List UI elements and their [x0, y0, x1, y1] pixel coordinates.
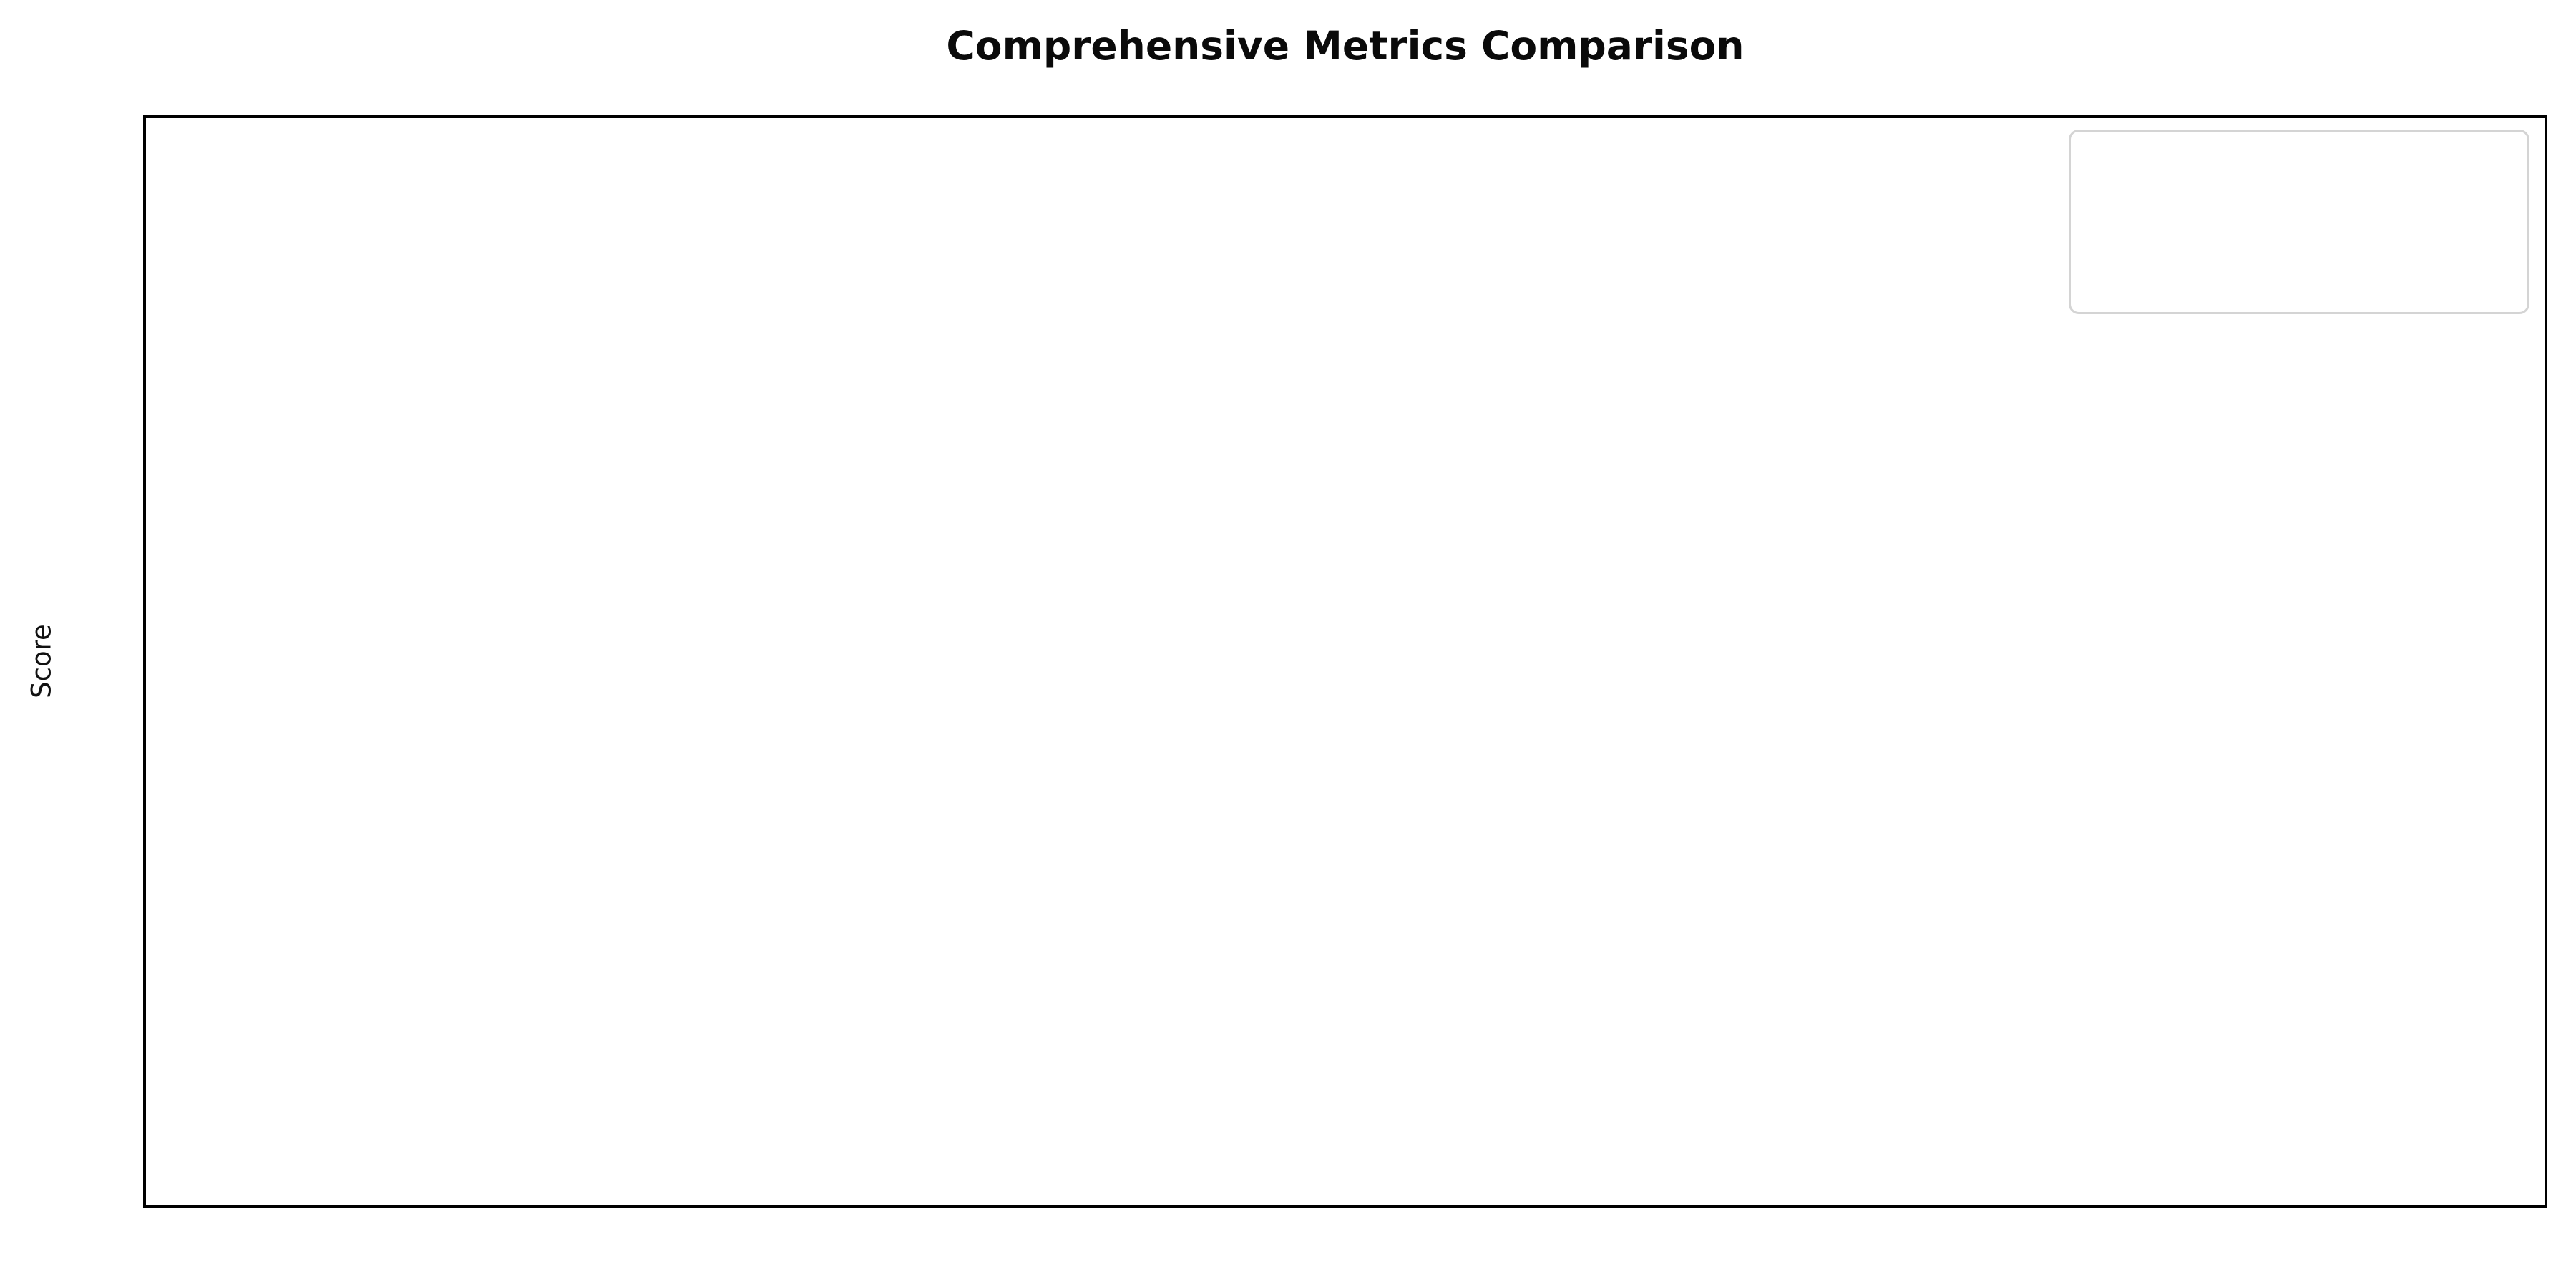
y-axis-title: Score: [26, 624, 57, 698]
legend: [2069, 130, 2529, 314]
chart-title: Comprehensive Metrics Comparison: [946, 23, 1745, 69]
